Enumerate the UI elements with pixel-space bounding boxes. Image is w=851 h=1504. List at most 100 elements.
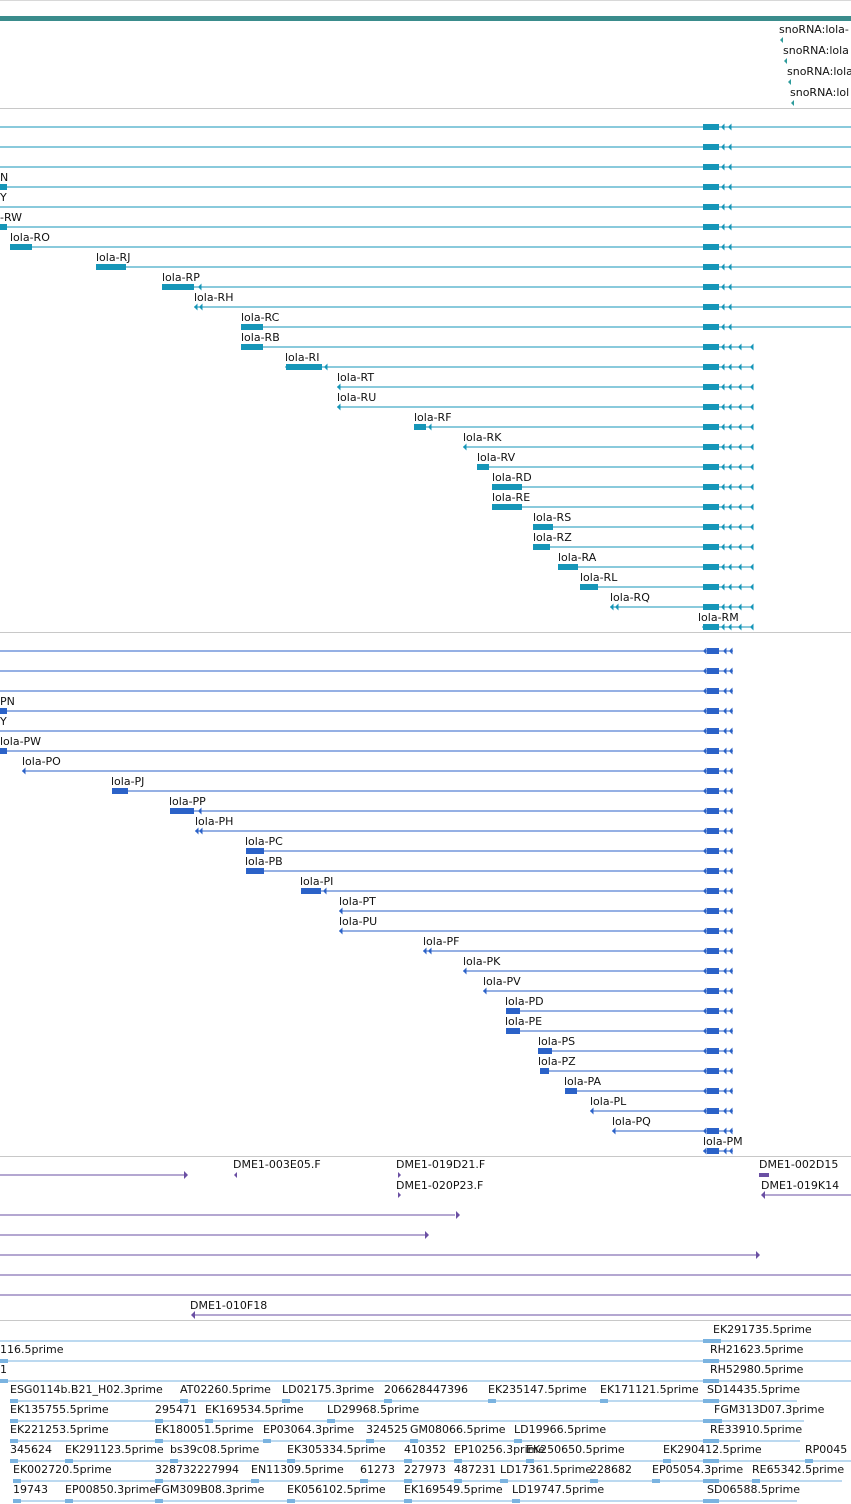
protein-cds — [707, 1148, 719, 1154]
protein-strand-arrow — [723, 667, 727, 675]
protein-cds — [707, 908, 719, 914]
est-block — [703, 1479, 719, 1483]
rna-strand-arrow — [721, 343, 725, 351]
est-block — [65, 1459, 73, 1463]
rna-exon — [703, 264, 719, 270]
rna-exon — [703, 464, 719, 470]
rna-strand-arrow — [750, 363, 754, 371]
rna-strand-arrow — [728, 223, 732, 231]
protein-strand-arrow — [703, 687, 707, 695]
protein-strand-arrow — [199, 827, 203, 835]
rna-exon — [558, 564, 578, 570]
protein-strand-arrow — [723, 647, 727, 655]
est-block — [13, 1499, 21, 1503]
rna-strand-arrow — [728, 463, 732, 471]
rna-strand-arrow — [721, 143, 725, 151]
protein-cds — [538, 1048, 552, 1054]
protein-strand-arrow — [428, 947, 432, 955]
est-label: LD19747.5prime — [512, 1483, 604, 1496]
rna-strand-arrow — [721, 503, 725, 511]
est-block — [287, 1459, 295, 1463]
rna-strand-arrow — [721, 463, 725, 471]
rna-strand-arrow — [750, 403, 754, 411]
rna-exon — [703, 204, 719, 210]
rna-strand-arrow — [721, 583, 725, 591]
rna-strand-arrow — [728, 183, 732, 191]
protein-label: lola-PK — [463, 955, 501, 968]
protein-strand-arrow — [729, 1047, 733, 1055]
protein-cds — [707, 808, 719, 814]
rna-strand-arrow — [738, 583, 742, 591]
protein-cds — [707, 748, 719, 754]
est-label: EP10256.3prime — [454, 1443, 545, 1456]
bac-track: DME1-003E05.F DME1-019D21.F DME1-020P23.F D… — [0, 1158, 851, 1319]
est-label: EK171121.5prime — [600, 1383, 699, 1396]
protein-strand-arrow — [723, 827, 727, 835]
rna-strand-arrow — [738, 443, 742, 451]
rna-exon — [703, 124, 719, 130]
rna-strand-arrow — [728, 203, 732, 211]
est-block — [454, 1459, 462, 1463]
est-label: EK056102.5prime — [287, 1483, 386, 1496]
protein-label: PN — [0, 695, 15, 708]
est-block — [155, 1419, 163, 1423]
est-block — [703, 1359, 719, 1363]
rna-strand-arrow — [721, 283, 725, 291]
est-label: 324525 — [366, 1423, 408, 1436]
protein-label: lola-PE — [505, 1015, 542, 1028]
protein-strand-arrow — [729, 767, 733, 775]
protein-label: lola-PB — [245, 855, 283, 868]
protein-label: lola-PW — [0, 735, 41, 748]
rna-strand-arrow — [721, 523, 725, 531]
est-label: EK291123.5prime — [65, 1443, 164, 1456]
rna-exon — [0, 184, 7, 190]
rna-exon — [96, 264, 126, 270]
protein-strand-arrow — [703, 727, 707, 735]
est-block — [703, 1379, 719, 1383]
protein-strand-arrow — [729, 1027, 733, 1035]
snorna-track: snoRNA:lola-snoRNA:lola snoRNA:lola snoRNA… — [779, 23, 851, 106]
bac-label: DME1-020P23.F — [396, 1179, 483, 1192]
rna-exon — [703, 604, 719, 610]
rna-exon — [162, 284, 194, 290]
protein-strand-arrow — [723, 1147, 727, 1155]
protein-label: lola-PV — [483, 975, 521, 988]
top-bar — [0, 16, 851, 21]
rna-transcript-label: lola-RO — [10, 231, 50, 244]
rna-strand-arrow — [728, 343, 732, 351]
est-block — [13, 1479, 21, 1483]
est-block — [65, 1499, 73, 1503]
est-block — [205, 1419, 213, 1423]
protein-strand-arrow — [723, 1067, 727, 1075]
bac-label: DME1-019K14 — [761, 1179, 839, 1192]
rna-strand-arrow — [721, 223, 725, 231]
protein-label: Y — [0, 715, 7, 728]
bac-block — [759, 1173, 769, 1177]
protein-label: lola-PM — [703, 1135, 743, 1148]
top-border — [0, 0, 851, 1]
est-label: 227973 — [404, 1463, 446, 1476]
rna-exon — [703, 444, 719, 450]
rna-strand-arrow — [721, 123, 725, 131]
protein-label: lola-PA — [564, 1075, 601, 1088]
protein-cds — [246, 868, 264, 874]
rna-exon — [580, 584, 598, 590]
rna-strand-arrow — [721, 203, 725, 211]
protein-strand-arrow — [723, 747, 727, 755]
rna-strand-arrow — [738, 403, 742, 411]
protein-strand-arrow — [423, 947, 427, 955]
est-block — [0, 1359, 8, 1363]
rna-exon — [703, 584, 719, 590]
protein-cds — [540, 1068, 549, 1074]
rna-exon — [703, 524, 719, 530]
rna-strand-arrow — [728, 403, 732, 411]
est-label: RE33910.5prime — [710, 1423, 802, 1436]
rna-exon — [10, 244, 32, 250]
est-label: EP00850.3prime — [65, 1483, 156, 1496]
est-block — [155, 1499, 163, 1503]
protein-strand-arrow — [703, 707, 707, 715]
rna-strand-arrow — [728, 243, 732, 251]
protein-strand-arrow — [703, 1107, 707, 1115]
rna-transcript-label: N — [0, 171, 8, 184]
